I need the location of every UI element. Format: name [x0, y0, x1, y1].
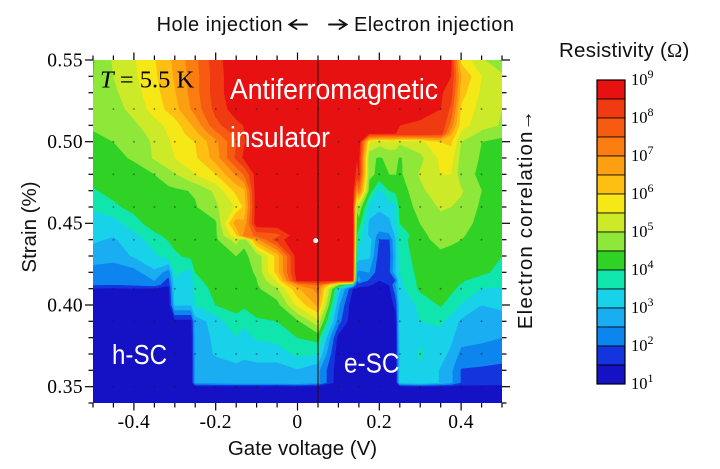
svg-text:h-SC: h-SC [112, 339, 167, 370]
svg-text:Resistivity (Ω): Resistivity (Ω) [559, 39, 690, 62]
svg-text:0: 0 [292, 412, 302, 433]
svg-text:insulator: insulator [230, 122, 330, 154]
svg-text:0.45: 0.45 [47, 214, 83, 235]
svg-text:0.2: 0.2 [367, 412, 393, 433]
svg-text:0.40: 0.40 [47, 295, 83, 316]
svg-text:Gate voltage (V): Gate voltage (V) [228, 437, 377, 460]
svg-text:Electron correlation→: Electron correlation→ [514, 109, 537, 329]
svg-text:Hole injection: Hole injection [157, 14, 283, 36]
svg-text:-0.2: -0.2 [199, 412, 231, 433]
svg-text:0.50: 0.50 [47, 132, 83, 153]
svg-text:Antiferromagnetic: Antiferromagnetic [230, 74, 438, 106]
svg-text:0.4: 0.4 [448, 412, 474, 433]
svg-text:0.35: 0.35 [47, 377, 83, 398]
svg-text:Strain (%): Strain (%) [18, 181, 41, 272]
svg-text:T = 5.5 K: T = 5.5 K [100, 67, 194, 94]
svg-text:Electron injection: Electron injection [354, 14, 514, 36]
svg-text:0.55: 0.55 [47, 50, 83, 71]
svg-text:-0.4: -0.4 [118, 412, 150, 433]
svg-text:e-SC: e-SC [344, 348, 400, 379]
